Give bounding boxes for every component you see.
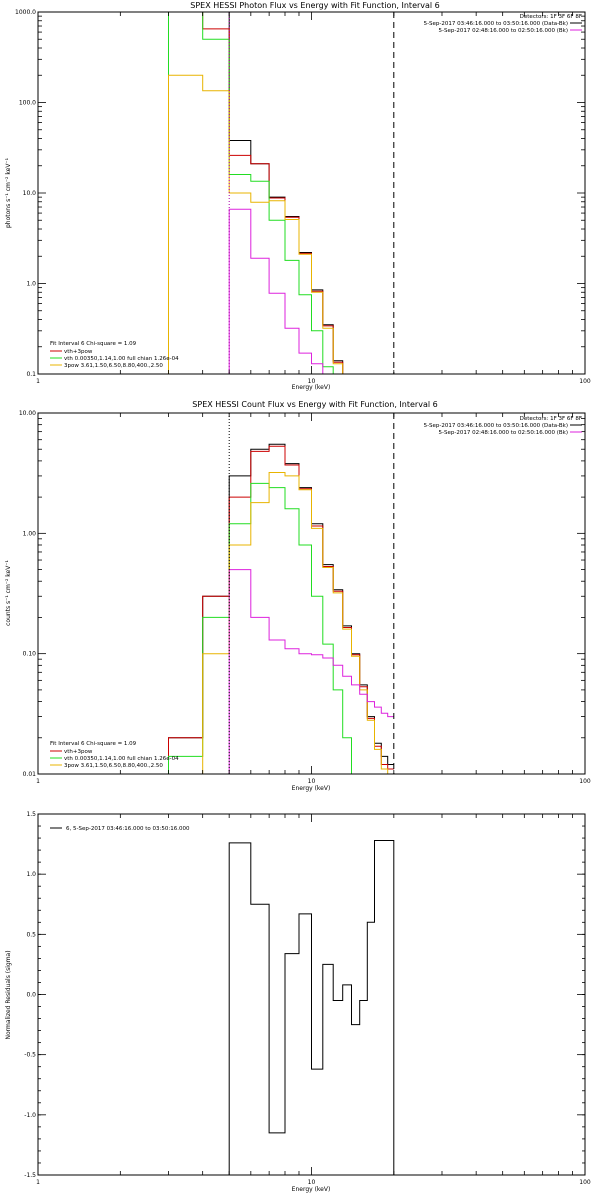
count-flux-title: SPEX HESSI Count Flux vs Energy with Fit… <box>192 400 437 409</box>
residuals-y-tick-label: 0.5 <box>26 931 36 938</box>
photon-flux-x-axis-title: Energy (keV) <box>292 384 331 391</box>
photon-flux-series-magenta-4 <box>228 208 394 374</box>
count-flux-y-tick-label: 1.00 <box>23 530 37 537</box>
count-flux-y-axis-title: counts s⁻¹ cm⁻² keV⁻¹ <box>5 560 12 626</box>
photon-flux-y-tick-label: 10.0 <box>23 190 37 197</box>
residuals-ticks: 1 10 100 -1.5 -1.0 -0.5 0.0 0.5 1.0 1.5 <box>24 811 591 1186</box>
photon-flux-fit-3pow: 3pow 3.61,1.50,6.50,8.80,400.,2.50 <box>64 363 163 369</box>
photon-flux-x-tick-label: 100 <box>579 378 591 385</box>
count-flux-panel: SPEX HESSI Count Flux vs Energy with Fit… <box>5 400 591 792</box>
photon-flux-title: SPEX HESSI Photon Flux vs Energy with Fi… <box>190 1 440 10</box>
photon-flux-series-yellow-3 <box>168 74 394 374</box>
count-flux-x-axis-title: Energy (keV) <box>292 785 331 792</box>
photon-flux-y-tick-label: 1000.0 <box>15 9 36 16</box>
photon-flux-panel: SPEX HESSI Photon Flux vs Energy with Fi… <box>5 1 591 391</box>
residuals-y-tick-label: 1.0 <box>26 871 36 878</box>
count-flux-fit-vth: vth 0.00350,1.14,1.00 full chian 1.26e-0… <box>64 756 179 762</box>
residuals-y-tick-label: -0.5 <box>24 1052 36 1059</box>
residuals-y-tick-label: -1.5 <box>24 1172 36 1179</box>
residuals-x-tick-label: 10 <box>308 1179 316 1186</box>
residuals-y-axis-title: Normalized Residuals (sigma) <box>5 950 12 1039</box>
photon-flux-data-interval-label: 5-Sep-2017 03:46:16.000 to 03:50:16.000 … <box>424 21 568 27</box>
residuals-series-black-0 <box>228 840 395 1175</box>
count-flux-series-magenta-4 <box>228 569 394 774</box>
count-flux-fit-model: vth+3pow <box>64 749 93 755</box>
photon-flux-plot-area <box>168 12 395 374</box>
photon-flux-x-tick-label: 1 <box>36 378 40 385</box>
photon-flux-fit-interval: Fit Interval 6 Chi-square = 1.09 <box>50 341 137 347</box>
photon-flux-y-axis-title: photons s⁻¹ cm⁻² keV⁻¹ <box>5 157 12 228</box>
count-flux-series-yellow-3 <box>168 472 394 774</box>
count-flux-y-tick-label: 10.00 <box>19 410 36 417</box>
photon-flux-fit-model: vth+3pow <box>64 349 93 355</box>
residuals-y-tick-label: -1.0 <box>24 1112 36 1119</box>
photon-flux-x-tick-label: 10 <box>308 378 316 385</box>
count-flux-y-tick-label: 0.01 <box>23 771 37 778</box>
residuals-legend-label: 6, 5-Sep-2017 03:46:16.000 to 03:50:16.0… <box>66 826 190 832</box>
photon-flux-y-tick-label: 0.1 <box>26 371 36 378</box>
residuals-panel: 1 10 100 -1.5 -1.0 -0.5 0.0 0.5 1.0 1.5 6, 5-Sep-… <box>5 811 591 1193</box>
photon-flux-y-tick-label: 100.0 <box>19 100 36 107</box>
residuals-x-tick-label: 100 <box>579 1179 591 1186</box>
count-flux-fit-3pow: 3pow 3.61,1.50,6.50,8.80,400.,2.50 <box>64 763 163 769</box>
count-flux-y-tick-label: 0.10 <box>23 651 37 658</box>
count-flux-fit-interval: Fit Interval 6 Chi-square = 1.09 <box>50 741 137 747</box>
residuals-plot-area <box>228 840 395 1175</box>
residuals-x-axis-title: Energy (keV) <box>292 1186 331 1193</box>
photon-flux-background-interval-label: 5-Sep-2017 02:48:16.000 to 02:50:16.000 … <box>439 28 569 34</box>
photon-flux-y-tick-label: 1.0 <box>26 281 36 288</box>
count-flux-plot-area <box>168 413 395 774</box>
count-flux-series-group <box>168 413 395 774</box>
count-flux-data-interval-label: 5-Sep-2017 03:46:16.000 to 03:50:16.000 … <box>424 423 568 429</box>
count-flux-detectors-label: Detectors: 1F 3F 6F 8F <box>520 416 582 422</box>
count-flux-background-interval-label: 5-Sep-2017 02:48:16.000 to 02:50:16.000 … <box>439 430 569 436</box>
residuals-series-group <box>228 840 395 1175</box>
count-flux-x-tick-label: 1 <box>36 778 40 785</box>
residuals-x-tick-label: 1 <box>36 1179 40 1186</box>
photon-flux-series-group <box>168 12 395 374</box>
photon-flux-fit-vth: vth 0.00350,1.14,1.00 full chian 1.26e-0… <box>64 356 179 362</box>
count-flux-x-tick-label: 100 <box>579 778 591 785</box>
count-flux-x-tick-label: 10 <box>308 778 316 785</box>
residuals-y-tick-label: 1.5 <box>26 811 36 818</box>
photon-flux-ticks: 1 10 100 0.1 1.0 10.0 100.0 1000.0 <box>15 9 591 385</box>
photon-flux-detectors-label: Detectors: 1F 3F 6F 8F <box>520 14 582 20</box>
residuals-y-tick-label: 0.0 <box>26 992 36 999</box>
